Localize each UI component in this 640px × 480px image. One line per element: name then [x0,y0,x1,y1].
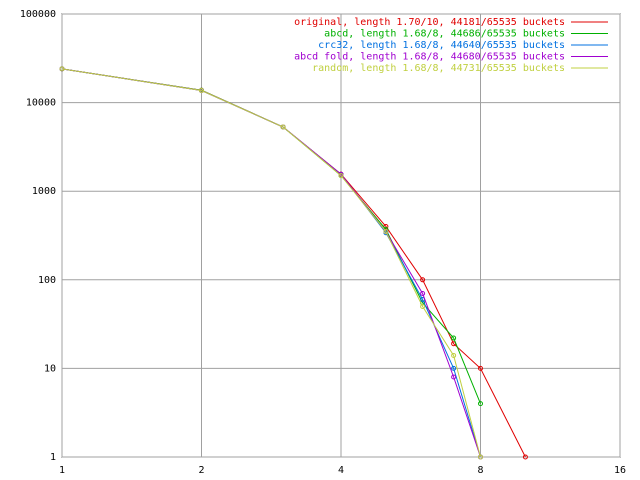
data-point [199,87,204,93]
y-tick-label: 100 [38,275,56,286]
data-point [383,229,389,235]
data-point [420,291,426,297]
y-tick-label: 100000 [20,9,56,20]
legend-label: abcd fold, length 1.68/8, 44680/65535 bu… [294,52,565,63]
legend-label: original, length 1.70/10, 44181/65535 bu… [294,17,565,28]
data-point [522,454,528,460]
x-tick-label: 8 [477,465,483,476]
data-point [451,352,457,358]
x-tick-label: 16 [614,465,626,476]
y-tick-label: 1 [50,452,56,463]
data-point [451,335,457,341]
series-line [61,68,481,458]
data-point [338,173,344,179]
data-point [478,365,483,371]
series-line [61,68,481,404]
data-point [420,277,426,283]
y-tick-label: 10000 [26,98,56,109]
legend-label: abcd, length 1.68/8, 44686/65535 buckets [324,29,565,40]
data-point [59,66,65,72]
legend-label: random, length 1.68/8, 44731/65535 bucke… [312,63,565,74]
x-tick-label: 1 [59,465,65,476]
data-point [478,401,483,407]
data-point [451,374,457,380]
x-tick-label: 2 [198,465,204,476]
series-line [61,68,481,458]
data-point [280,124,286,130]
y-tick-label: 1000 [32,186,56,197]
series-line [61,68,526,458]
data-point [478,454,483,460]
x-tick-label: 4 [338,465,344,476]
data-point [451,365,457,371]
data-point [420,303,426,309]
y-tick-label: 10 [44,363,56,374]
series-line [61,68,481,458]
legend-label: crc32, length 1.68/8, 44640/65535 bucket… [318,40,565,51]
